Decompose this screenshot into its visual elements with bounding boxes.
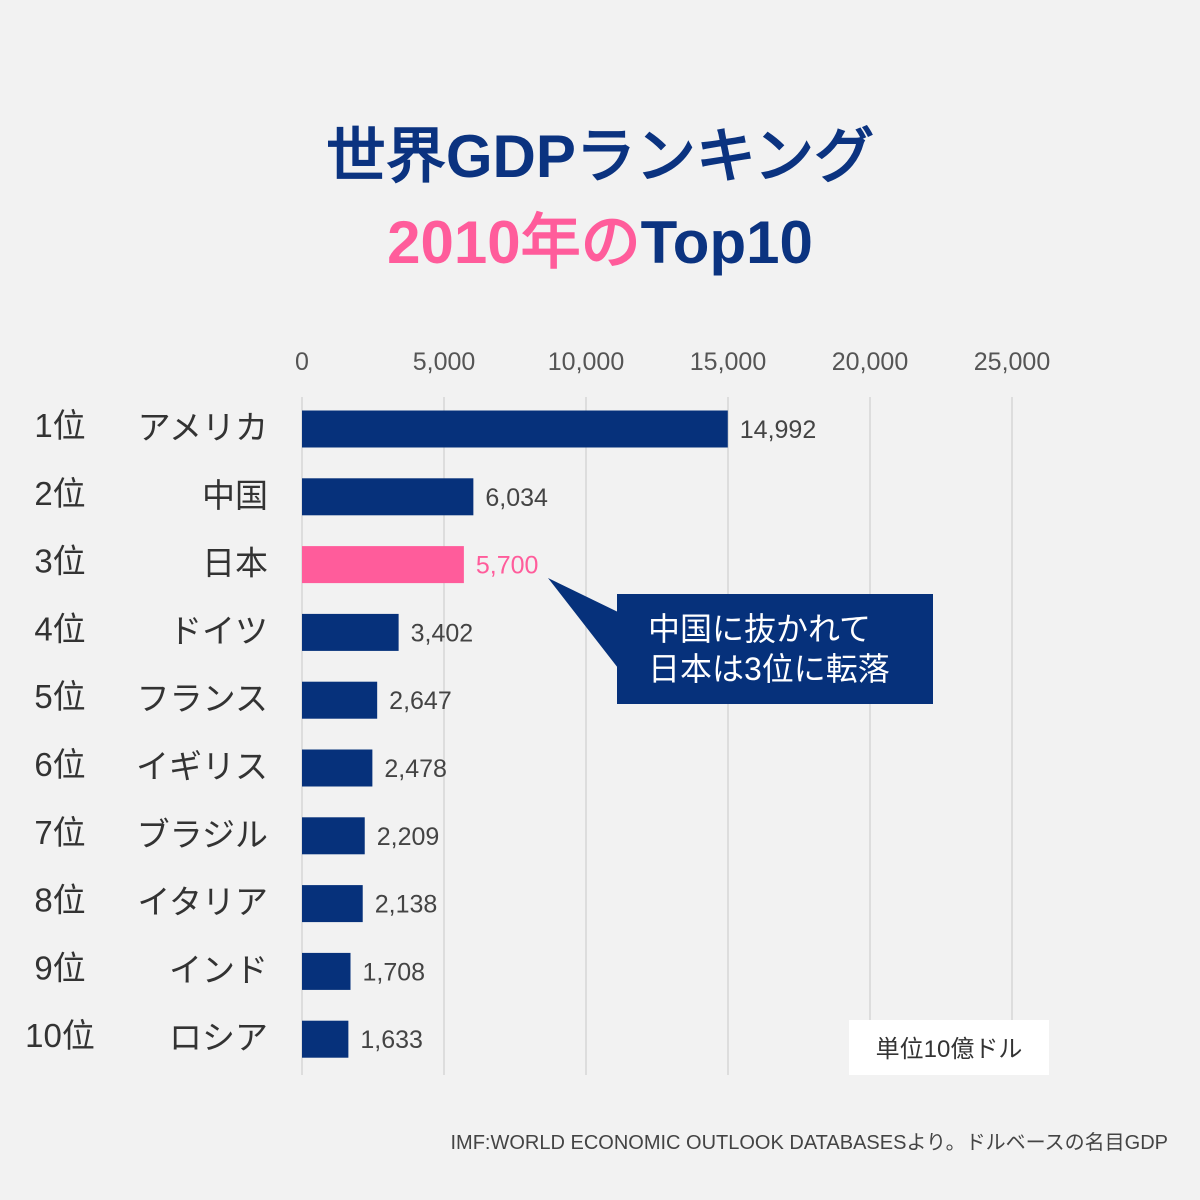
bar [302,546,464,584]
unit-badge: 単位10億ドル [849,1020,1049,1075]
bar [302,1020,349,1058]
data-label: 2,138 [375,891,438,919]
data-label: 1,633 [360,1026,423,1054]
country-label: ドイツ [169,612,268,649]
chart-title: 世界GDPランキング [326,123,874,190]
subtitle-year: 2010年の [387,209,640,276]
x-tick-label: 25,000 [974,348,1050,376]
rank-label: 6位 [34,746,85,783]
country-label: フランス [137,680,268,717]
callout-box [617,594,933,704]
country-label: イタリア [137,884,268,921]
x-tick-label: 15,000 [690,348,766,376]
bar [302,410,728,448]
country-label: インド [169,951,268,988]
x-tick-label: 0 [295,348,309,376]
country-label: 中国 [202,477,268,514]
annotation-callout: 中国に抜かれて 日本は3位に転落 [548,578,933,704]
rank-label: 8位 [34,882,85,919]
rank-label: 5位 [34,678,85,715]
data-label: 2,478 [384,755,447,783]
country-label: ロシア [169,1019,268,1056]
data-label: 2,209 [377,823,440,851]
country-label: イギリス [136,748,268,785]
x-tick-label: 5,000 [413,348,476,376]
rank-label: 1位 [34,407,85,444]
data-label: 14,992 [740,416,816,444]
rank-label: 4位 [34,610,85,647]
country-label: アメリカ [138,409,268,446]
rank-label: 2位 [34,475,85,512]
data-label: 5,700 [476,552,539,580]
bar [302,613,399,651]
data-label: 2,647 [389,687,452,715]
country-label: ブラジル [137,816,268,853]
unit-label: 単位10億ドル [876,1036,1023,1063]
country-label: 日本 [202,545,268,582]
rank-label: 10位 [25,1017,95,1054]
x-tick-label: 20,000 [832,348,908,376]
rank-label: 7位 [34,814,85,851]
rank-label: 3位 [34,543,85,580]
subtitle-top10: Top10 [641,209,813,276]
callout-line-2: 日本は3位に転落 [648,651,890,687]
unit-box [849,1020,1049,1075]
bar [302,952,351,990]
bar [302,681,378,719]
data-label: 1,708 [363,958,426,986]
chart-subtitle: 2010年のTop10 [387,209,813,276]
callout-line-1: 中国に抜かれて [648,611,871,647]
bar [302,817,365,855]
bar [302,749,373,787]
bar [302,885,363,923]
data-label: 3,402 [411,619,474,647]
bar [302,478,474,516]
rank-label: 9位 [34,949,85,986]
source-note: IMF:WORLD ECONOMIC OUTLOOK DATABASESより。ド… [450,1131,1168,1154]
data-label: 6,034 [485,484,548,512]
x-tick-label: 10,000 [548,348,624,376]
callout-pointer [548,578,618,668]
